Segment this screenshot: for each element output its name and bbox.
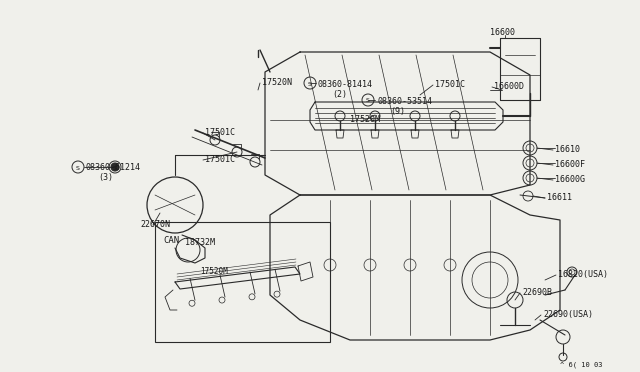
Text: 17520N: 17520N xyxy=(262,78,292,87)
Text: S: S xyxy=(76,166,80,170)
Text: ^ 6( 10 03: ^ 6( 10 03 xyxy=(560,362,602,369)
Text: 16600D: 16600D xyxy=(494,82,524,91)
Bar xyxy=(155,222,330,342)
Text: 16610: 16610 xyxy=(555,145,580,154)
Text: 16600: 16600 xyxy=(490,28,515,37)
Text: 17501C: 17501C xyxy=(435,80,465,89)
Text: S: S xyxy=(308,81,312,87)
Text: 16820(USA): 16820(USA) xyxy=(558,270,608,279)
Text: (3): (3) xyxy=(98,173,113,182)
Text: 22670N: 22670N xyxy=(140,220,170,229)
Text: 16600F: 16600F xyxy=(555,160,585,169)
Text: 08360-61214: 08360-61214 xyxy=(86,163,141,172)
Text: 16600G: 16600G xyxy=(555,175,585,184)
Text: S: S xyxy=(113,166,117,170)
Text: (2): (2) xyxy=(332,90,347,99)
Text: 22690B: 22690B xyxy=(522,288,552,297)
Text: 08360-81414: 08360-81414 xyxy=(318,80,373,89)
Text: 18732M: 18732M xyxy=(185,238,215,247)
Text: 17501C: 17501C xyxy=(205,128,235,137)
Text: 22690(USA): 22690(USA) xyxy=(543,310,593,319)
Text: CAN: CAN xyxy=(163,236,179,245)
Text: 08360-53514: 08360-53514 xyxy=(377,97,432,106)
Text: 17520M: 17520M xyxy=(200,267,228,276)
Text: 17520M: 17520M xyxy=(350,115,380,124)
Circle shape xyxy=(111,163,119,171)
Text: (9): (9) xyxy=(390,107,405,116)
Text: 17501C: 17501C xyxy=(205,155,235,164)
Text: 16611: 16611 xyxy=(547,193,572,202)
Text: S: S xyxy=(366,99,370,103)
